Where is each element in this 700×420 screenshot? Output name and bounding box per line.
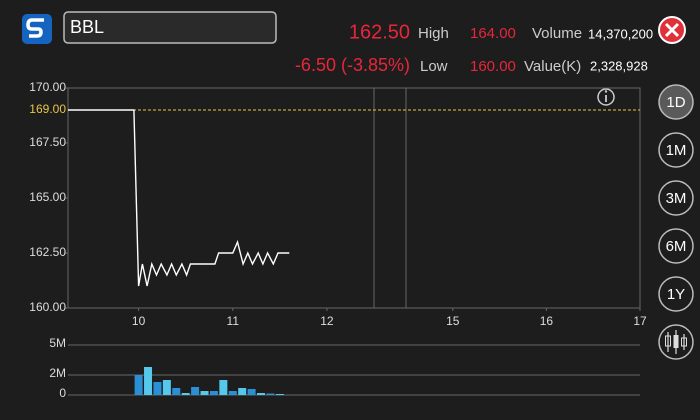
y-tick-label: 5M <box>49 336 66 350</box>
price-line <box>68 109 290 287</box>
period-label: 1D <box>666 94 685 111</box>
period-label: 1Y <box>667 286 685 303</box>
volume-bar <box>144 367 153 395</box>
y-tick-label: 0 <box>59 386 66 400</box>
period-button[interactable]: 1M <box>658 132 694 168</box>
volume-bar <box>162 380 171 395</box>
x-tick-label: 16 <box>540 314 554 328</box>
symbol-box[interactable] <box>63 11 277 44</box>
low-label: Low <box>420 58 448 75</box>
high-label: High <box>418 25 449 42</box>
value: 2,328,928 <box>590 58 648 73</box>
period-button[interactable]: 1Y <box>658 276 694 312</box>
x-tick-label: 17 <box>633 314 647 328</box>
volume-bar <box>275 394 284 395</box>
symbol: BBL <box>70 17 104 37</box>
volume-bar <box>209 391 218 395</box>
volume-bar <box>228 391 237 395</box>
x-tick-label: 15 <box>446 314 460 328</box>
low: 160.00 <box>470 58 516 75</box>
period-label: 1M <box>666 142 687 159</box>
volume-bar <box>247 389 256 395</box>
volume-bar <box>257 393 266 395</box>
x-tick-label: 12 <box>320 314 334 328</box>
change: -6.50 (-3.85%) <box>295 55 410 75</box>
info-icon[interactable] <box>597 88 615 106</box>
candlestick-button[interactable] <box>658 324 694 360</box>
y-tick-label: 2M <box>49 366 66 380</box>
volume-bar <box>200 391 209 395</box>
plot-frame <box>67 87 641 309</box>
period-circle <box>658 84 694 120</box>
period-button[interactable]: 1D <box>658 84 694 120</box>
y-tick-label: 170.00 <box>29 80 66 94</box>
y-tick-label: 160.00 <box>29 300 66 314</box>
high: 164.00 <box>470 25 516 42</box>
period-circle <box>658 276 694 312</box>
reference-label: 169.00 <box>29 102 66 116</box>
volume-bar <box>153 382 162 395</box>
period-circle <box>658 180 694 216</box>
volume: 14,370,200 <box>588 26 653 41</box>
close-button[interactable] <box>658 16 686 44</box>
x-tick-label: 11 <box>227 314 240 328</box>
volume-bar <box>172 388 181 395</box>
x-tick-label: 10 <box>132 314 146 328</box>
period-circle <box>658 132 694 168</box>
y-tick-label: 165.00 <box>29 190 66 204</box>
volume-bar <box>266 393 275 395</box>
volume-bar <box>134 375 143 395</box>
period-circle <box>658 228 694 264</box>
period-button[interactable]: 3M <box>658 180 694 216</box>
y-tick-label: 167.50 <box>29 135 66 149</box>
price: 162.50 <box>349 21 410 43</box>
volume-bar <box>219 380 228 395</box>
volume-label: Volume <box>532 25 582 42</box>
period-label: 6M <box>666 238 687 255</box>
period-button[interactable]: 6M <box>658 228 694 264</box>
volume-bar <box>191 387 200 395</box>
volume-bar <box>181 393 190 395</box>
volume-bar <box>238 388 247 395</box>
logo-mark <box>26 18 44 38</box>
period-label: 3M <box>666 190 687 207</box>
value-label: Value(K) <box>524 58 581 75</box>
y-tick-label: 162.50 <box>29 245 66 259</box>
